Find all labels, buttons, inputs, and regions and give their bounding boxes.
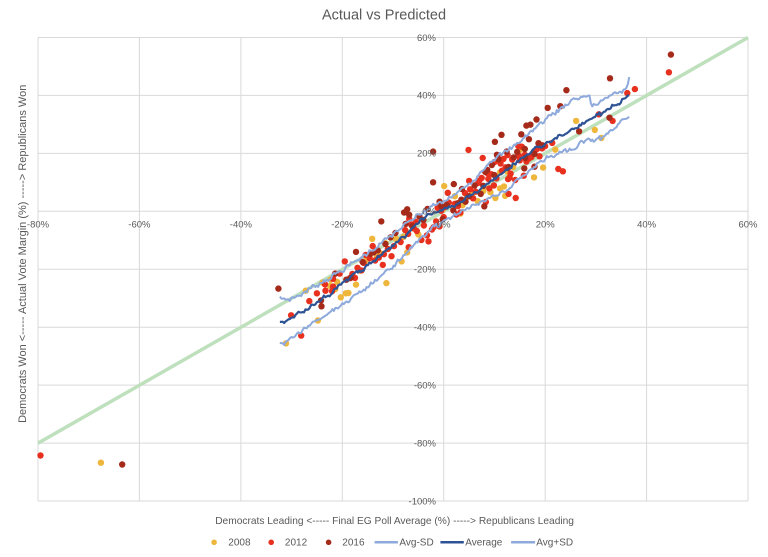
svg-text:-40%: -40% xyxy=(230,220,253,231)
svg-text:20%: 20% xyxy=(417,149,437,160)
svg-text:Democrats Won <----- Actual Vo: Democrats Won <----- Actual Vote Margin … xyxy=(17,85,29,423)
svg-text:Actual vs Predicted: Actual vs Predicted xyxy=(322,8,446,24)
svg-text:-80%: -80% xyxy=(27,220,50,231)
svg-text:40%: 40% xyxy=(637,220,657,231)
svg-text:Avg-SD: Avg-SD xyxy=(399,538,433,549)
svg-text:60%: 60% xyxy=(417,33,437,44)
svg-text:Democrats Leading <----- Final: Democrats Leading <----- Final EG Poll A… xyxy=(215,516,574,527)
svg-text:2016: 2016 xyxy=(342,538,365,549)
svg-text:Avg+SD: Avg+SD xyxy=(536,538,573,549)
svg-text:-20%: -20% xyxy=(414,265,437,276)
svg-text:-80%: -80% xyxy=(414,438,437,449)
svg-text:20%: 20% xyxy=(536,220,556,231)
svg-text:0%: 0% xyxy=(422,207,436,218)
svg-text:2008: 2008 xyxy=(228,538,251,549)
svg-text:Average: Average xyxy=(465,538,503,549)
svg-text:-40%: -40% xyxy=(414,323,437,334)
svg-text:0%: 0% xyxy=(437,220,451,231)
svg-text:-60%: -60% xyxy=(128,220,151,231)
svg-text:-60%: -60% xyxy=(414,380,437,391)
svg-text:-100%: -100% xyxy=(409,496,437,507)
svg-text:2012: 2012 xyxy=(285,538,308,549)
svg-text:40%: 40% xyxy=(417,91,437,102)
svg-text:60%: 60% xyxy=(738,220,758,231)
svg-text:-20%: -20% xyxy=(331,220,354,231)
